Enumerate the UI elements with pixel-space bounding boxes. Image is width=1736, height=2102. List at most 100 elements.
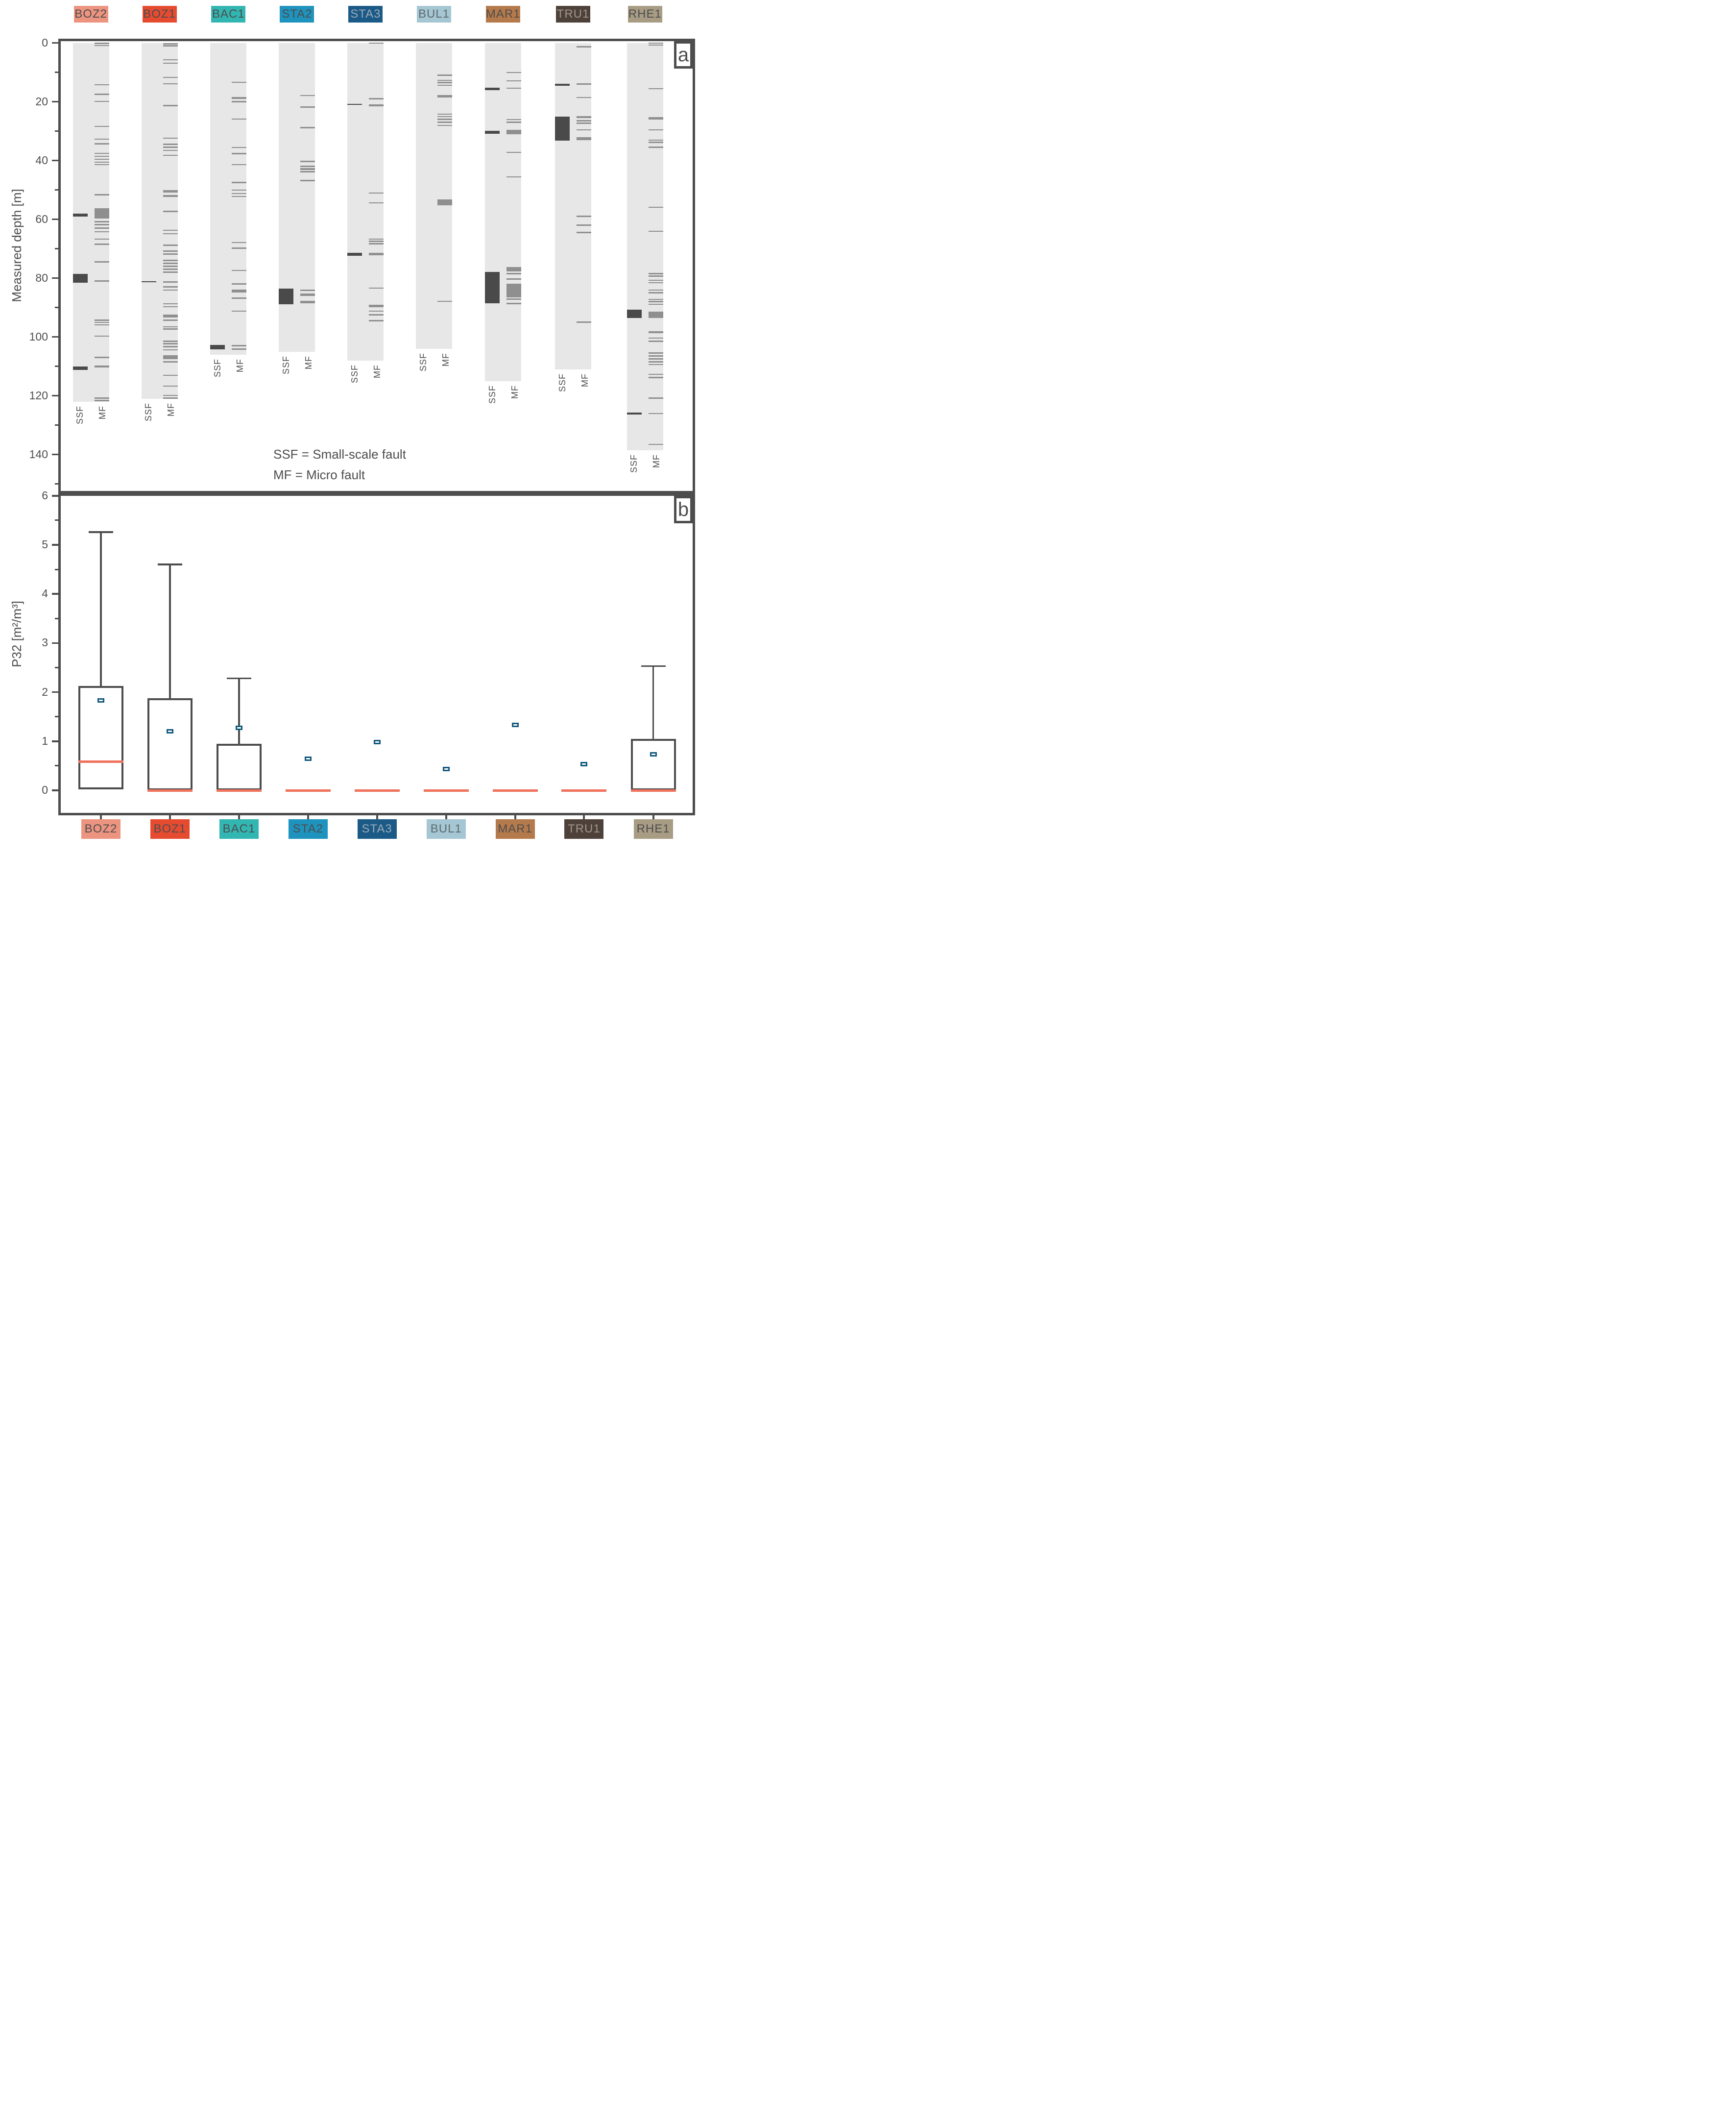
mf-fault-mark — [163, 62, 178, 64]
mf-fault-mark — [163, 143, 178, 145]
mf-fault-mark — [94, 322, 109, 323]
mf-fault-mark — [163, 229, 178, 231]
mf-fault-mark — [94, 153, 109, 154]
mf-fault-mark — [94, 138, 109, 140]
mf-fault-mark — [437, 300, 452, 302]
y-axis-major-tick — [52, 495, 61, 497]
mf-fault-mark — [300, 127, 315, 128]
borehole-label-bac1: BAC1 — [211, 6, 246, 23]
mf-column-label: MF — [96, 406, 109, 436]
mf-fault-mark — [506, 151, 522, 153]
box-iqr — [78, 685, 123, 789]
mf-fault-mark — [369, 314, 384, 316]
borehole-label-rhe1: RHE1 — [633, 819, 673, 839]
mf-fault-mark — [163, 319, 178, 321]
mf-fault-mark — [163, 355, 178, 359]
mf-fault-mark — [94, 84, 109, 85]
mf-fault-mark — [232, 269, 247, 271]
mf-fault-mark — [94, 231, 109, 232]
x-axis-tick — [652, 813, 654, 820]
box-iqr — [630, 738, 676, 790]
ssf-column-label-text: SSF — [487, 385, 497, 404]
mf-fault-mark — [232, 101, 247, 102]
borehole-strip — [555, 43, 591, 369]
y-axis-minor-tick — [55, 483, 61, 485]
mf-fault-mark — [648, 413, 663, 415]
y-axis-major-tick — [52, 642, 61, 644]
panel-a-frame — [58, 39, 695, 493]
mf-column-label-text: MF — [579, 373, 590, 387]
y-axis-tick-label: 40 — [35, 153, 48, 167]
mf-fault-mark — [94, 194, 109, 196]
mf-column-label-text: MF — [372, 364, 382, 378]
ssf-column-label: SSF — [280, 356, 292, 386]
mf-fault-mark — [232, 242, 247, 244]
ssf-fault-mark — [72, 213, 88, 217]
mf-fault-mark — [506, 72, 522, 73]
borehole-label-tru1: TRU1 — [556, 6, 590, 23]
mf-column-label-text: MF — [509, 385, 520, 399]
mf-fault-mark — [94, 162, 109, 163]
mf-fault-mark — [648, 275, 663, 277]
y-axis-tick-label: 60 — [35, 212, 48, 225]
mf-fault-mark — [163, 105, 178, 106]
mf-fault-mark — [577, 321, 591, 323]
borehole-label-rhe1: RHE1 — [627, 6, 662, 23]
borehole-label-mar1: MAR1 — [495, 819, 535, 839]
mf-fault-mark — [163, 328, 178, 330]
mf-fault-mark — [437, 82, 452, 83]
mf-fault-mark — [437, 125, 452, 126]
borehole-label-boz1: BOZ1 — [150, 819, 190, 839]
mf-fault-mark — [506, 283, 522, 297]
y-axis-minor-tick — [55, 568, 61, 570]
mf-fault-mark — [94, 125, 109, 127]
mf-fault-mark — [300, 106, 315, 108]
mf-fault-mark — [437, 84, 452, 86]
mf-fault-mark — [163, 385, 178, 387]
y-axis-major-tick — [52, 394, 61, 397]
mf-fault-mark — [232, 297, 247, 299]
mean-marker — [650, 752, 657, 757]
mf-fault-mark — [648, 373, 663, 375]
mf-fault-mark — [577, 231, 591, 233]
y-axis-tick-label: 3 — [42, 636, 48, 649]
mf-fault-mark — [437, 116, 452, 118]
mf-fault-mark — [94, 94, 109, 95]
mf-fault-mark — [163, 150, 178, 151]
y-axis-major-tick — [52, 789, 61, 791]
mf-fault-mark — [163, 346, 178, 347]
ssf-column-label: SSF — [211, 359, 224, 389]
mf-fault-mark — [300, 171, 315, 172]
mf-fault-mark — [163, 303, 178, 304]
x-axis-tick — [445, 813, 447, 820]
y-axis-tick-label: 5 — [42, 538, 48, 551]
borehole-label-mar1: MAR1 — [486, 6, 521, 23]
mf-fault-mark — [506, 273, 522, 274]
mf-fault-mark — [300, 293, 315, 296]
mf-fault-mark — [369, 305, 384, 307]
mf-fault-mark — [163, 59, 178, 60]
mf-fault-mark — [648, 311, 663, 318]
mf-column-label: MF — [165, 403, 178, 433]
mf-fault-mark — [369, 98, 384, 99]
mf-fault-mark — [232, 81, 247, 83]
mean-marker — [97, 698, 104, 703]
mf-fault-mark — [577, 137, 591, 141]
mf-fault-mark — [163, 43, 178, 45]
mf-fault-mark — [648, 341, 663, 342]
mf-column-label-text: MF — [651, 454, 662, 468]
x-axis-tick — [514, 813, 516, 820]
ssf-column-label: SSF — [143, 403, 155, 433]
y-axis-minor-tick — [55, 366, 61, 367]
mf-fault-mark — [163, 375, 178, 376]
ssf-column-label-text: SSF — [281, 355, 291, 374]
panel-a-letter: a — [674, 41, 693, 69]
panel-a-y-axis-label: Measured depth [m] — [9, 189, 24, 302]
mf-fault-mark — [232, 290, 247, 293]
y-axis-major-tick — [52, 691, 61, 693]
borehole-label-boz1: BOZ1 — [142, 6, 177, 23]
y-axis-minor-tick — [55, 617, 61, 619]
mf-fault-mark — [163, 349, 178, 351]
ssf-fault-mark — [485, 87, 500, 90]
mf-fault-mark — [648, 88, 663, 90]
